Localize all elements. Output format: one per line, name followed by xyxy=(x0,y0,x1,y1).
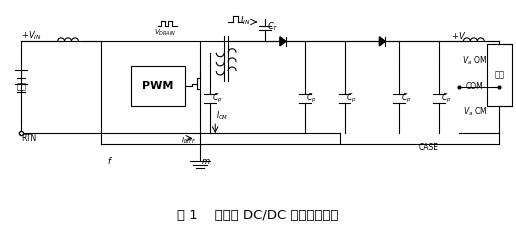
Text: $+V$: $+V$ xyxy=(452,30,466,41)
Text: $V_a$ CM: $V_a$ CM xyxy=(463,106,487,118)
Text: $C_p$: $C_p$ xyxy=(401,92,411,105)
Text: $C_p$: $C_p$ xyxy=(346,92,357,105)
Text: CASE: CASE xyxy=(419,143,439,152)
Bar xyxy=(131,67,185,106)
Text: 负载: 负载 xyxy=(494,70,504,79)
Text: COM: COM xyxy=(466,82,483,91)
Text: f: f xyxy=(107,157,110,166)
Text: $C_T$: $C_T$ xyxy=(267,20,279,33)
Text: $V_a$ OM: $V_a$ OM xyxy=(462,55,487,67)
Text: $I_{CM}$: $I_{CM}$ xyxy=(216,109,229,122)
Text: $C_p$: $C_p$ xyxy=(441,92,451,105)
Text: $I_{DIFF}$: $I_{DIFF}$ xyxy=(181,136,196,146)
Text: $I_{IN}$: $I_{IN}$ xyxy=(240,15,250,27)
Text: $C_p$: $C_p$ xyxy=(307,92,317,105)
Bar xyxy=(487,44,512,106)
Text: $V_{DRAIN}$: $V_{DRAIN}$ xyxy=(154,28,176,38)
Text: PWM: PWM xyxy=(142,81,174,91)
Text: RTN: RTN xyxy=(22,134,37,143)
Text: 图 1    隔离式 DC/DC 转换器原理图: 图 1 隔离式 DC/DC 转换器原理图 xyxy=(178,210,338,222)
Text: 电源: 电源 xyxy=(17,82,26,91)
Polygon shape xyxy=(379,37,385,46)
Polygon shape xyxy=(280,37,286,46)
Text: $+V_{IN}$: $+V_{IN}$ xyxy=(21,29,42,42)
Text: m: m xyxy=(201,157,209,166)
Text: $C_p$: $C_p$ xyxy=(212,92,222,105)
